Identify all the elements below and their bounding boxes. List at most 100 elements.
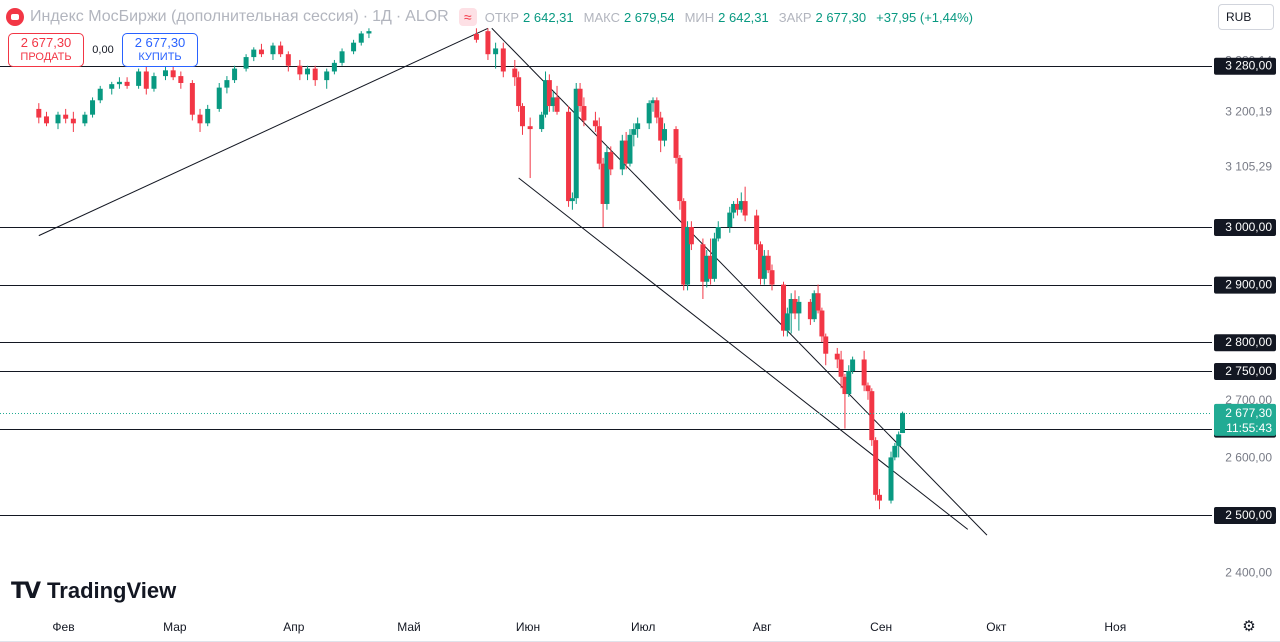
candle	[761, 250, 767, 285]
candle	[573, 83, 579, 204]
candle	[136, 68, 142, 89]
candle	[734, 198, 740, 216]
candle-body	[715, 227, 721, 239]
candle	[116, 77, 122, 89]
wave-icon[interactable]: ≈	[458, 8, 477, 26]
candle-body	[900, 412, 906, 434]
candle	[811, 290, 817, 323]
candle-body	[90, 100, 96, 115]
trendlines	[38, 27, 988, 536]
candle-body	[162, 70, 168, 77]
candle-body	[358, 33, 364, 43]
tradingview-logo[interactable]: TV TradingView	[11, 578, 176, 604]
candle-body	[573, 88, 579, 199]
level-price-tag-label: 3 280,00	[1225, 59, 1272, 73]
price-axis: 2 400,00 2 600,00 2 700,00 3 105,29 3 200,19…	[1214, 53, 1276, 580]
candle-body	[731, 203, 737, 213]
candle-body	[811, 293, 817, 320]
candle-body	[754, 215, 760, 245]
candle	[792, 290, 798, 320]
candle-body	[566, 111, 572, 202]
open-label: ОТКР	[484, 9, 520, 25]
candle	[708, 238, 714, 285]
candle	[151, 72, 157, 92]
candle-body	[205, 108, 211, 124]
low-label: МИН	[684, 9, 715, 25]
candle	[819, 307, 825, 343]
candle-body	[623, 140, 629, 164]
gear-icon[interactable]: ⚙	[1242, 618, 1256, 635]
level-price-tag-label: 2 500,00	[1225, 508, 1272, 522]
candle-body	[70, 118, 76, 124]
chart-header: Индекс МосБиржи (дополнительная сессия) …	[6, 6, 979, 28]
candle-body	[366, 31, 372, 34]
candle-body	[224, 80, 230, 88]
candle-body	[784, 313, 790, 331]
candle	[757, 241, 763, 285]
candle	[754, 209, 760, 251]
low-value: 2 642,31	[718, 9, 769, 25]
candle	[876, 489, 882, 510]
candle-body	[888, 457, 894, 501]
candle-body	[769, 270, 775, 285]
candle	[873, 437, 879, 501]
candle	[700, 238, 706, 299]
current-price-label: 2 677,30	[1225, 406, 1272, 420]
candle	[896, 431, 902, 458]
candle	[566, 106, 572, 207]
candle-body	[512, 68, 518, 78]
candle-body	[627, 134, 633, 164]
candle-body	[807, 301, 813, 320]
close-value: 2 677,30	[815, 9, 867, 25]
candle-body	[823, 336, 829, 354]
candle-body	[324, 71, 330, 81]
candle	[627, 129, 633, 167]
candle-body	[819, 310, 825, 337]
interval-label[interactable]: 1Д	[372, 8, 392, 25]
candle-body	[631, 129, 637, 135]
candle-body	[734, 203, 740, 210]
high-label: МАКС	[583, 9, 620, 25]
candle	[608, 146, 614, 176]
candle	[270, 42, 276, 60]
candle	[888, 451, 894, 504]
candle-body	[251, 49, 257, 58]
candle	[796, 296, 802, 331]
candle-body	[519, 106, 525, 127]
candle-body	[635, 123, 641, 130]
candle	[285, 51, 291, 72]
candle-body	[189, 83, 195, 115]
candle	[485, 28, 491, 60]
candle-body	[892, 445, 898, 458]
currency-select[interactable]: RUB	[1218, 4, 1274, 30]
candle	[850, 356, 856, 374]
candle-body	[485, 31, 491, 55]
price-tick-label: 3 105,29	[1225, 159, 1272, 173]
candle-body	[297, 65, 303, 75]
candle-body	[543, 80, 549, 115]
candle	[312, 65, 318, 86]
candle	[892, 443, 898, 461]
candle-body	[197, 114, 203, 124]
level-price-tag	[1214, 363, 1276, 380]
candle	[493, 42, 499, 69]
candle-body	[662, 129, 668, 141]
sell-button[interactable]: 2 677,30 ПРОДАТЬ	[8, 33, 84, 67]
candle-body	[63, 114, 69, 119]
buy-button[interactable]: 2 677,30 КУПИТЬ	[122, 33, 198, 67]
symbol-title[interactable]: Индекс МосБиржи (дополнительная сессия)	[30, 8, 359, 25]
candle	[543, 71, 549, 118]
candle-body	[600, 163, 606, 204]
candle-body	[596, 126, 602, 164]
candle	[55, 111, 61, 130]
candle-body	[232, 68, 238, 81]
candle	[278, 41, 284, 58]
candle	[36, 103, 42, 124]
candle-body	[757, 244, 763, 279]
candle-body	[143, 71, 149, 89]
candle-body	[577, 88, 583, 107]
current-price-tag	[1214, 403, 1276, 436]
candle	[305, 65, 311, 81]
candle	[90, 97, 96, 118]
